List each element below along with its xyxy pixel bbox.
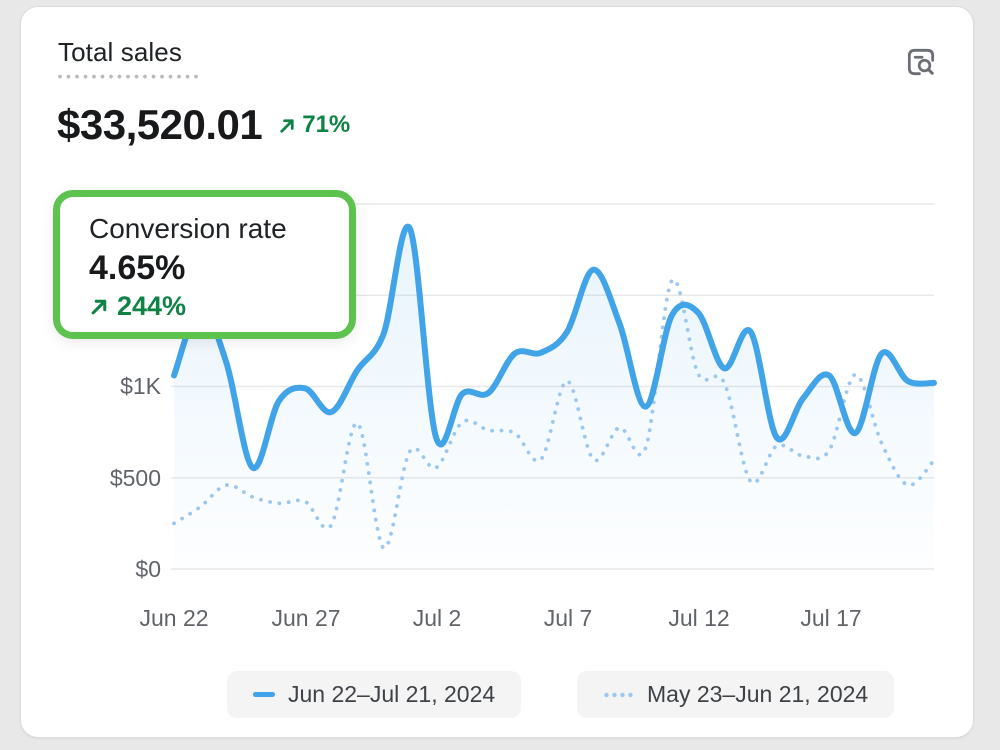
tooltip-metric-delta: 244% [89,290,349,323]
conversion-rate-tooltip: Conversion rate 4.65% 244% [53,190,356,339]
current-period-area-fill [174,226,934,569]
legend-previous-label: May 23–Jun 21, 2024 [647,681,869,707]
sales-line-chart[interactable] [21,7,973,737]
total-sales-value: $33,520.01 [57,101,263,148]
title-dotted-underline [58,74,198,80]
trend-up-arrow-icon [91,299,107,315]
tooltip-metric-label: Conversion rate [89,213,287,244]
view-report-magnifier-icon [907,48,935,76]
y-axis-label-0: $0 [135,556,161,582]
x-axis-label-jun27: Jun 27 [271,605,341,631]
legend-current-period[interactable]: Jun 22–Jul 21, 2024 [227,671,522,718]
x-axis-label-jul7: Jul 7 [543,605,593,631]
legend-current-label: Jun 22–Jul 21, 2024 [288,681,496,707]
y-axis-label-500: $500 [109,465,161,491]
total-sales-metric: $33,520.01 71% [57,101,350,149]
solid-line-swatch-icon [253,691,275,698]
total-sales-delta: 71% [278,111,350,139]
card-title[interactable]: Total sales [58,37,182,67]
current-period-line [171,223,937,471]
total-sales-card: Total sales $33,520.01 71% $0 [20,6,974,738]
y-axis-label-1k: $1K [120,373,161,399]
x-axis-label-jun22: Jun 22 [139,605,209,631]
x-axis-label-jul2: Jul 2 [412,605,462,631]
dotted-line-swatch-icon [604,692,633,697]
tooltip-metric-value: 4.65% [89,249,186,287]
view-report-button[interactable] [899,40,943,84]
legend-previous-period[interactable]: May 23–Jun 21, 2024 [577,671,895,718]
x-axis-label-jul17: Jul 17 [800,605,862,631]
x-axis-label-jul12: Jul 12 [668,605,730,631]
total-sales-delta-value: 71% [302,111,351,138]
trend-up-arrow-icon [280,118,294,133]
tooltip-delta-value: 244% [117,291,187,321]
